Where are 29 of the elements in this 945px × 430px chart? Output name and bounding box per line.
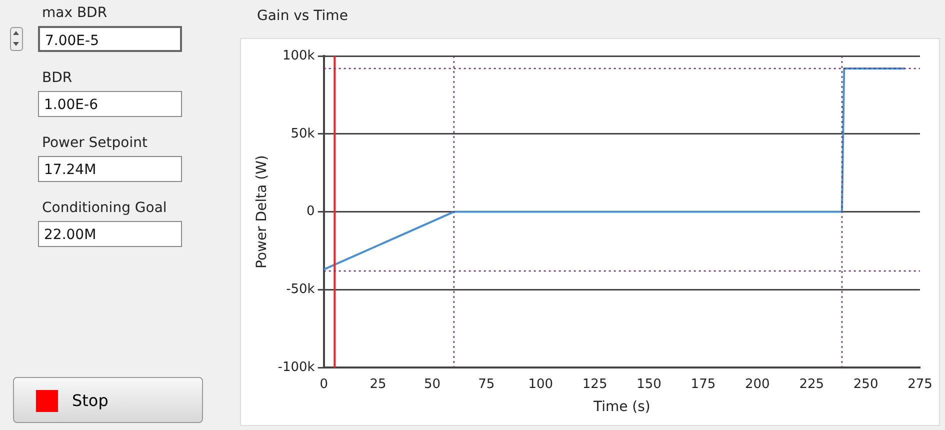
x-tick-label: 75 <box>478 376 495 392</box>
y-tick-label: 100k <box>282 48 316 64</box>
y-tick-label: 0 <box>306 204 315 220</box>
y-tick-label: -100k <box>278 360 316 375</box>
text: max BDR <box>42 5 108 21</box>
text: 1.00E-6 <box>38 91 182 117</box>
chart-title: Gain vs Time <box>257 8 348 24</box>
x-tick-label: 250 <box>853 376 878 392</box>
y-axis-title: Power Delta (W) <box>254 155 270 268</box>
text: 7.00E-5 <box>38 26 182 52</box>
text: 22.00M <box>38 221 182 247</box>
x-tick-label: 125 <box>582 376 608 392</box>
x-tick-label: 50 <box>424 376 440 392</box>
text: 17.24M <box>38 156 182 182</box>
x-tick-label: 275 <box>908 376 932 392</box>
text: BDR <box>42 70 72 86</box>
x-tick-label: 25 <box>370 376 386 392</box>
x-tick-label: 225 <box>799 376 824 392</box>
x-tick-label: 100 <box>528 376 554 392</box>
x-tick-label: 0 <box>320 376 328 392</box>
y-tick-label: -50k <box>286 282 316 298</box>
x-axis-title: Time (s) <box>592 399 650 416</box>
y-tick-label: 50k <box>290 126 316 142</box>
x-tick-label: 175 <box>690 376 716 392</box>
x-tick-label: 150 <box>636 376 662 392</box>
text: Conditioning Goal <box>42 200 167 216</box>
x-tick-label: 200 <box>744 376 770 392</box>
text: Stop <box>72 390 108 412</box>
text: Power Setpoint <box>42 135 148 151</box>
